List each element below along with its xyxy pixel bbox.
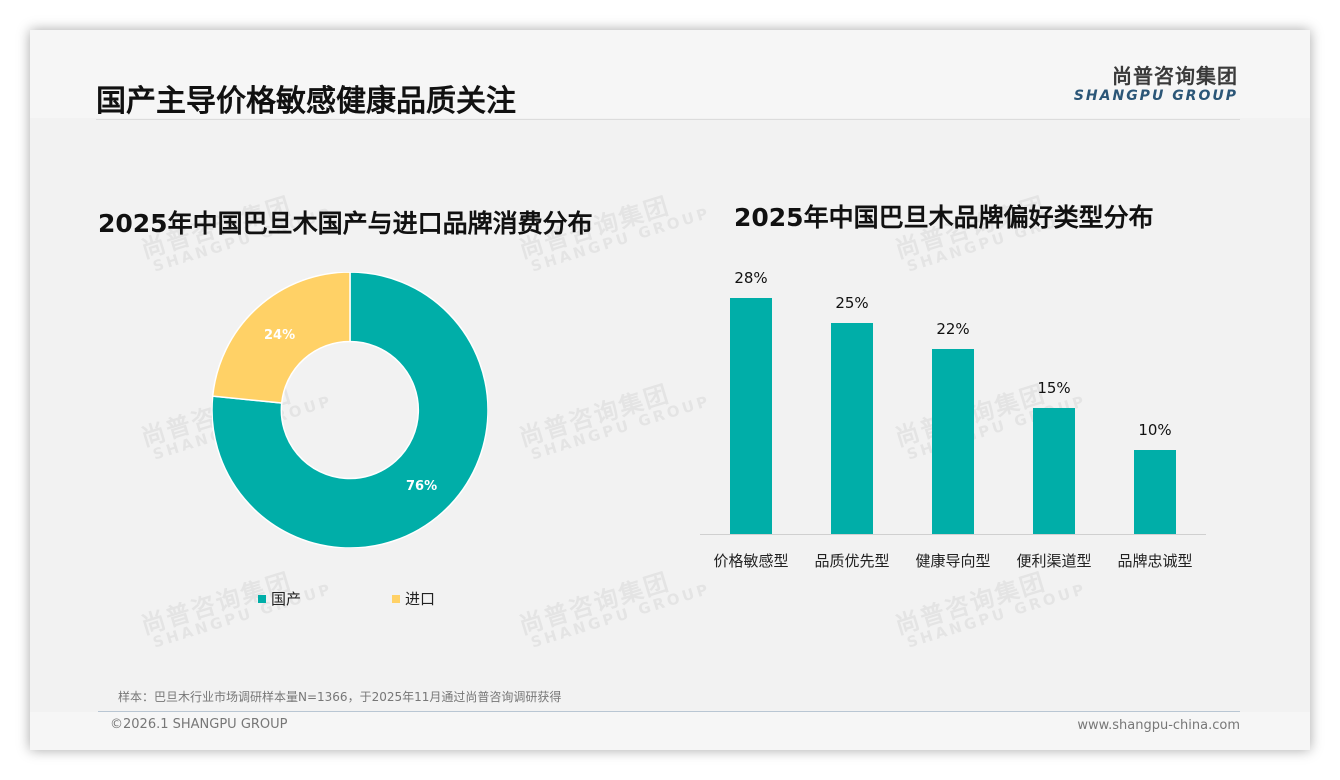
copyright-text: ©2026.1 SHANGPU GROUP [110,717,288,732]
logo-cn-text: 尚普咨询集团 [1112,64,1238,88]
bar-value-label: 15% [1037,379,1071,397]
company-logo: 尚普咨询集团 SHANGPU GROUP [1074,64,1238,104]
donut-svg [211,271,489,549]
bar-category-label: 便利渠道型 [1016,552,1092,570]
donut-label-import: 24% [264,328,296,343]
bar-chart-title: 2025年中国巴旦木品牌偏好类型分布 [734,203,1154,232]
title-divider [96,119,1240,120]
footer-band [30,712,1310,750]
bar-category-label: 价格敏感型 [713,552,789,570]
bar-category-label: 健康导向型 [915,552,991,570]
bar-convenience-channel [1033,408,1075,534]
bar-category-label: 品牌忠诚型 [1117,552,1193,570]
bar-price-sensitive [730,298,772,534]
bar-chart: 28% 价格敏感型 25% 品质优先型 22% 健康导向型 15% 便利渠道型 … [700,260,1206,590]
bar-value-label: 25% [835,294,869,312]
bar-value-label: 28% [734,269,768,287]
bar-quality-first [831,323,873,534]
legend-label: 国产 [271,590,302,608]
header-band [30,30,1310,118]
bar-value-label: 10% [1138,421,1172,439]
legend-item-domestic: 国产 [258,588,301,609]
legend-swatch-teal [258,594,266,603]
logo-en-text: SHANGPU GROUP [1073,88,1238,104]
x-axis-line [700,534,1206,535]
bar-health-oriented [932,349,974,534]
sample-footnote: 样本：巴旦木行业市场调研样本量N=1366，于2025年11月通过尚普咨询调研获… [118,690,562,704]
legend-label: 进口 [405,590,436,608]
donut-slice-domestic [211,271,489,549]
slide-card: 尚普咨询集团 SHANGPU GROUP 尚普咨询集团 SHANGPU GROUP … [30,30,1310,750]
donut-slice-import [211,271,351,404]
bar-category-label: 品质优先型 [814,552,890,570]
page-title: 国产主导价格敏感健康品质关注 [96,84,516,119]
website-link[interactable]: www.shangpu-china.com [1077,718,1240,733]
donut-label-domestic: 76% [406,479,438,494]
legend-swatch-yellow [392,594,400,603]
donut-chart: 24% 76% [211,271,489,549]
bar-brand-loyal [1134,450,1176,534]
bar-value-label: 22% [936,320,970,338]
footer-divider [98,711,1240,712]
legend-item-import: 进口 [392,588,435,609]
donut-chart-title: 2025年中国巴旦木国产与进口品牌消费分布 [98,209,593,238]
